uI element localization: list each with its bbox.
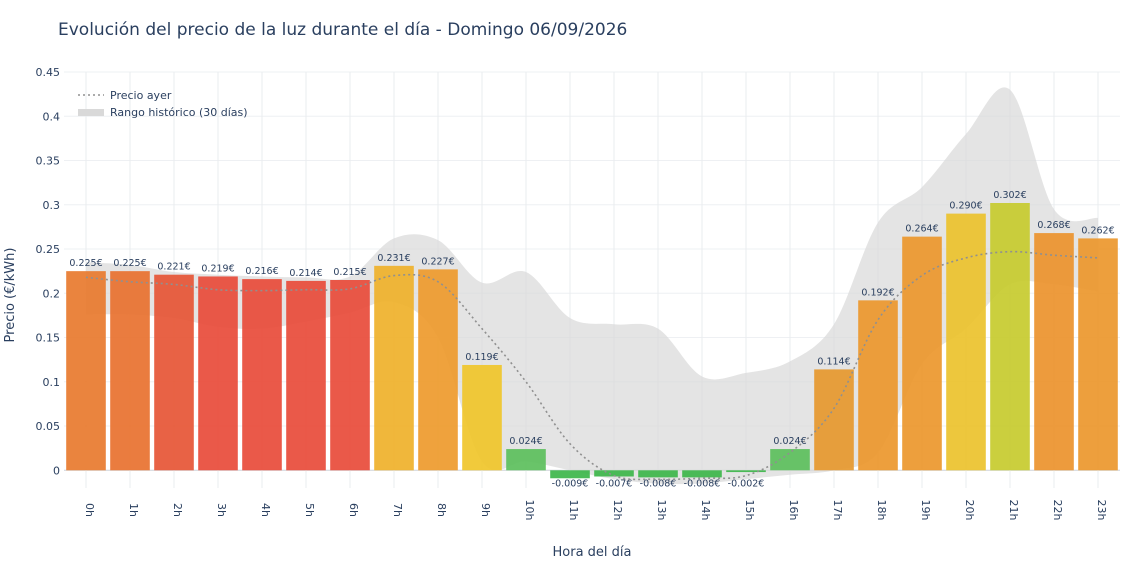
bar-label-1h: 0.225€ [113,258,146,269]
y-tick-label: 0.15 [36,332,61,345]
y-axis-title: Precio (€/kWh) [3,248,18,343]
bar-17h [814,369,854,471]
x-tick-label: 4h [259,503,272,517]
bar-label-8h: 0.227€ [421,256,454,267]
bar-label-21h: 0.302€ [993,190,1026,201]
yesterday-line-path [85,250,1099,481]
bar-label-6h: 0.215€ [333,267,366,278]
bar-20h [946,213,986,471]
y-tick-label: 0.35 [36,155,61,168]
x-tick-label: 17h [831,500,844,521]
x-tick-label: 13h [655,500,668,521]
bar-label-7h: 0.231€ [377,253,410,264]
axes: 0 0.05 0.1 0.15 0.2 0.25 0.3 0.35 0.4 0.45 0h 1h 2h 3… [36,66,1109,521]
bar-7h [374,265,414,471]
bar-12h [594,470,634,477]
bar-15h [726,470,766,473]
x-tick-label: 19h [919,500,932,521]
bar-label-15h: -0.002€ [728,478,765,489]
bar-16h [770,449,810,471]
x-tick-label: 7h [391,503,404,517]
x-tick-label: 14h [699,500,712,521]
x-tick-label: 16h [787,500,800,521]
x-tick-label: 15h [743,500,756,521]
x-tick-label: 3h [215,503,228,517]
bar-labels: 0.225€ 0.225€ 0.221€ 0.219€ 0.216€ 0.214€ 0.21… [69,190,1114,489]
x-tick-label: 12h [611,500,624,521]
bar-5h [286,280,326,471]
bar-label-19h: 0.264€ [905,224,938,235]
x-tick-label: 0h [83,503,96,517]
x-tick-label: 2h [171,503,184,517]
bar-9h [462,364,502,471]
x-tick-label: 11h [567,500,580,521]
bar-21h [990,202,1030,471]
bar-22h [1034,233,1074,471]
bar-label-16h: 0.024€ [773,436,806,447]
bar-label-9h: 0.119€ [465,352,498,363]
bar-label-23h: 0.262€ [1081,225,1114,236]
bar-label-17h: 0.114€ [817,356,850,367]
bar-label-13h: -0.008€ [640,478,677,489]
x-tick-label: 20h [963,500,976,521]
x-tick-label: 23h [1095,500,1108,521]
legend: Precio ayer Rango histórico (30 días) [78,89,248,119]
bar-0h [66,271,106,471]
legend-label-range: Rango histórico (30 días) [110,106,248,119]
bar-1h [110,271,150,471]
y-tick-label: 0.05 [36,420,61,433]
x-axis-title: Hora del día [553,545,632,560]
x-tick-label: 1h [127,503,140,517]
y-tick-label: 0 [53,464,60,477]
x-tick-label: 22h [1051,500,1064,521]
x-tick-label: 21h [1007,500,1020,521]
y-tick-label: 0.25 [36,243,61,256]
bar-23h [1078,238,1118,471]
x-tick-label: 8h [435,503,448,517]
x-tick-label: 10h [523,500,536,521]
bar-label-14h: -0.008€ [684,478,721,489]
bar-10h [506,449,546,471]
bar-8h [418,269,458,471]
bar-label-4h: 0.216€ [245,266,278,277]
bars [66,202,1118,479]
y-tick-label: 0.1 [43,376,61,389]
legend-label-yesterday: Precio ayer [110,89,172,102]
bar-label-22h: 0.268€ [1037,220,1070,231]
bar-label-20h: 0.290€ [949,201,982,212]
x-tick-label: 5h [303,503,316,517]
y-tick-label: 0.4 [43,110,61,123]
x-tick-label: 18h [875,500,888,521]
bar-6h [330,280,370,471]
chart-title: Evolución del precio de la luz durante e… [58,20,628,40]
bar-label-3h: 0.219€ [201,263,234,274]
bar-13h [638,470,678,478]
bar-label-0h: 0.225€ [69,258,102,269]
bar-label-11h: -0.009€ [552,478,589,489]
bar-11h [550,470,590,479]
bar-label-2h: 0.221€ [157,262,190,273]
bar-label-10h: 0.024€ [509,436,542,447]
bar-label-18h: 0.192€ [861,287,894,298]
y-tick-label: 0.3 [43,199,61,212]
bar-18h [858,300,898,471]
bar-label-12h: -0.007€ [596,478,633,489]
bar-3h [198,276,238,471]
x-tick-label: 6h [347,503,360,517]
yesterday-line [85,250,1099,481]
y-tick-label: 0.2 [43,287,61,300]
x-tick-label: 9h [479,503,492,517]
bar-2h [154,274,194,471]
bar-14h [682,470,722,478]
bar-19h [902,236,942,471]
legend-range-swatch [78,109,104,116]
bar-4h [242,279,282,471]
y-tick-label: 0.45 [36,66,61,79]
bar-label-5h: 0.214€ [289,268,322,279]
